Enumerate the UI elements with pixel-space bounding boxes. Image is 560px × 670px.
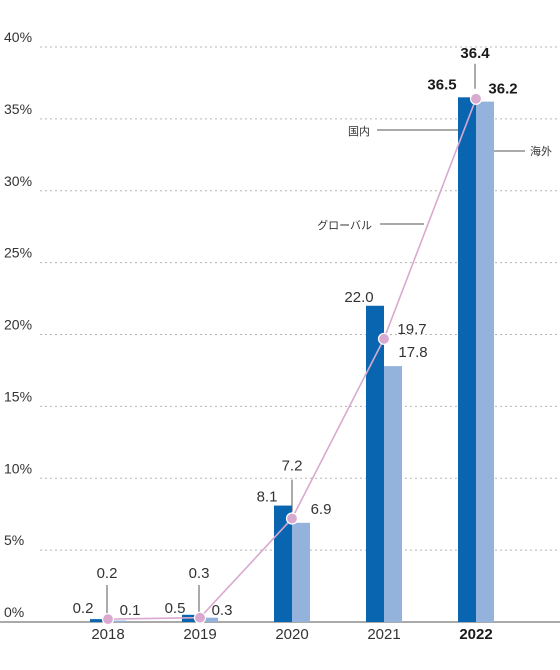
- y-tick-label: 5%: [4, 532, 24, 548]
- label-global: 0.3: [189, 565, 210, 582]
- x-tick-label: 2018: [91, 626, 124, 643]
- label-global: 19.7: [397, 321, 426, 338]
- bar-overseas: [108, 620, 126, 622]
- bar-overseas: [200, 617, 218, 622]
- bar-overseas: [292, 522, 310, 622]
- bar-domestic: [366, 305, 384, 622]
- y-tick-label: 25%: [4, 245, 32, 261]
- label-domestic: 0.2: [73, 600, 94, 617]
- label-domestic: 0.5: [165, 600, 186, 617]
- y-tick-label: 10%: [4, 460, 32, 476]
- y-tick-label: 40%: [4, 29, 32, 45]
- bar-overseas: [476, 101, 494, 622]
- bar-overseas: [384, 366, 402, 622]
- bar-layer: [90, 97, 494, 622]
- label-domestic: 22.0: [344, 289, 373, 306]
- label-overseas: 17.8: [398, 344, 427, 361]
- x-tick-label: 2019: [183, 626, 216, 643]
- grid-layer: 0% 5% 10% 15% 20% 25% 30% 35% 40%: [0, 29, 560, 623]
- legend-overseas: 海外: [530, 144, 552, 158]
- y-tick-label: 15%: [4, 388, 32, 404]
- label-overseas: 0.1: [120, 602, 141, 619]
- global-marker: [193, 611, 207, 624]
- legend-domestic: 国内: [348, 124, 370, 138]
- bar-domestic: [274, 505, 292, 622]
- global-marker: [469, 92, 483, 105]
- y-tick-label: 30%: [4, 173, 32, 189]
- x-tick-label: 2020: [275, 626, 308, 643]
- global-marker: [377, 332, 391, 345]
- label-domestic: 36.5: [427, 76, 456, 93]
- y-tick-label: 20%: [4, 317, 32, 333]
- bar-domestic: [90, 619, 108, 622]
- y-tick-label: 35%: [4, 101, 32, 117]
- label-overseas: 6.9: [311, 501, 332, 518]
- label-overseas: 36.2: [488, 81, 517, 98]
- label-global: 7.2: [282, 458, 303, 475]
- global-marker: [101, 613, 115, 626]
- x-tick-label: 2021: [367, 626, 400, 643]
- label-layer: 2018 2019 2020 2021 2022 0.2 0.1 0.2 0.5 0.3 0.3 8.…: [73, 45, 518, 643]
- label-overseas: 0.3: [212, 602, 233, 619]
- y-tick-label: 0%: [4, 604, 24, 620]
- legend-global: グローバル: [317, 218, 372, 232]
- label-domestic: 8.1: [257, 489, 278, 506]
- label-global: 0.2: [97, 565, 118, 582]
- line-layer: [101, 92, 483, 626]
- x-tick-label: 2022: [459, 626, 492, 643]
- global-marker: [285, 512, 299, 525]
- label-global: 36.4: [460, 45, 490, 62]
- bar-domestic: [458, 97, 476, 622]
